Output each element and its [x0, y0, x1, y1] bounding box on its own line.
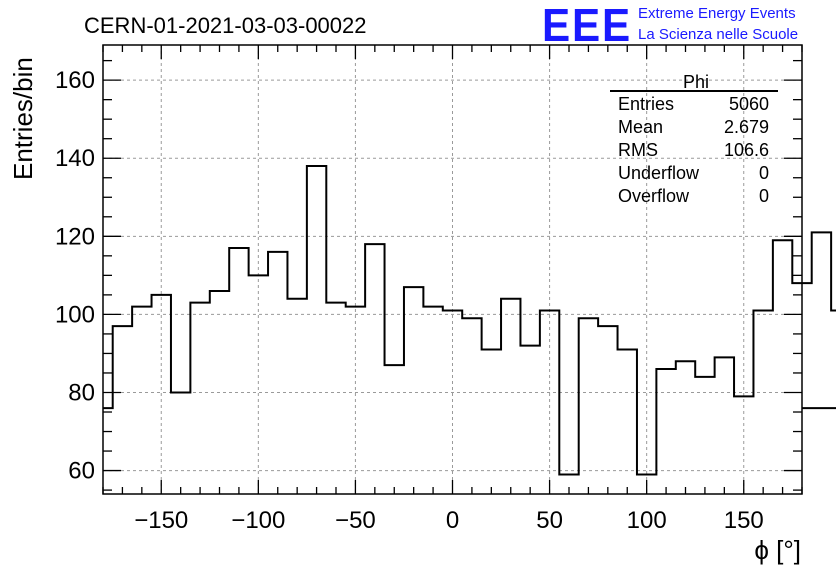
stats-label: Overflow [618, 186, 690, 206]
y-tick-label: 120 [55, 223, 95, 250]
y-axis-label: Entries/bin [8, 57, 38, 180]
org-name: Extreme Energy Events [638, 5, 796, 22]
stats-title: Phi [683, 72, 709, 92]
x-tick-label: 150 [724, 507, 764, 534]
x-tick-label: 100 [627, 507, 667, 534]
stats-label: Entries [618, 94, 674, 114]
eee-logo: EEE [542, 0, 632, 51]
stats-value: 0 [759, 163, 769, 183]
stats-label: RMS [618, 140, 658, 160]
x-tick-label: −150 [134, 507, 188, 534]
y-tick-label: 60 [68, 458, 95, 485]
org-subtitle: La Scienza nelle Scuole [638, 26, 798, 43]
y-tick-label: 100 [55, 301, 95, 328]
y-tick-label: 80 [68, 379, 95, 406]
tick-labels: −150 −100 −50 0 50 100 150 60 80 100 120 140 160 [55, 67, 764, 534]
histogram-line [103, 165, 836, 476]
stats-value: 0 [759, 186, 769, 206]
stats-label: Mean [618, 117, 663, 137]
stats-label: Underflow [618, 163, 700, 183]
x-tick-label: 0 [446, 507, 459, 534]
axis-ticks [102, 45, 803, 494]
stats-value: 5060 [729, 94, 769, 114]
run-title: CERN-01-2021-03-03-00022 [84, 13, 367, 38]
x-tick-label: −100 [231, 507, 285, 534]
grid [103, 45, 802, 494]
x-tick-label: −50 [335, 507, 376, 534]
x-tick-label: 50 [536, 507, 563, 534]
y-tick-label: 160 [55, 67, 95, 94]
y-tick-label: 140 [55, 145, 95, 172]
stats-box: Phi Entries 5060 Mean 2.679 RMS 106.6 Un… [610, 72, 778, 206]
plot-frame [102, 44, 803, 495]
stats-value: 106.6 [724, 140, 769, 160]
stats-value: 2.679 [724, 117, 769, 137]
x-axis-label: ϕ [°] [754, 535, 801, 565]
